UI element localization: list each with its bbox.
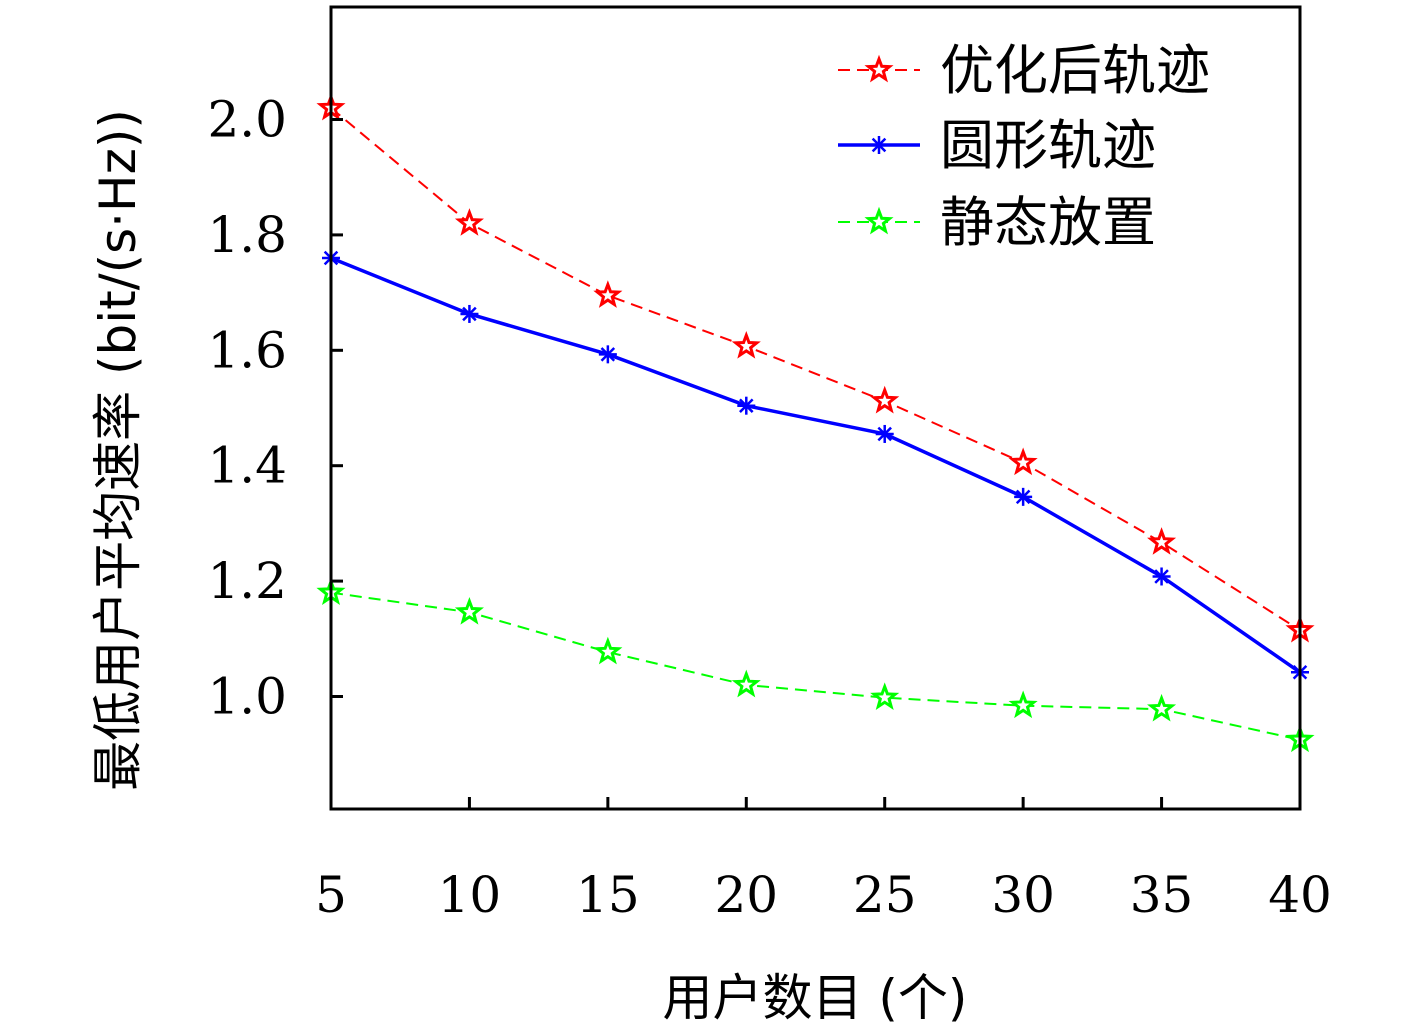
y-tick-label: 2.0 <box>207 91 287 149</box>
data-point <box>1008 690 1038 719</box>
series-line <box>330 107 1301 631</box>
data-point <box>454 208 484 236</box>
y-tick-label: 1.2 <box>207 552 287 610</box>
legend-marker <box>864 54 894 83</box>
y-tick-label: 1.0 <box>207 667 287 725</box>
data-point <box>731 330 761 359</box>
y-axis-label: 最低用户平均速率 (bit/(s·Hz)) <box>89 109 147 791</box>
x-tick-label: 30 <box>991 866 1055 924</box>
x-tick-label: 20 <box>714 866 778 924</box>
data-point <box>598 345 617 364</box>
ticks-layer: 5 10 15 20 25 30 35 40 1.0 1.2 1.4 1.6 1.8 2.0 <box>207 91 1331 924</box>
x-tick-label: 10 <box>438 866 502 924</box>
legend-marker <box>864 206 894 235</box>
y-tick-label: 1.4 <box>207 437 287 495</box>
data-point <box>870 682 900 711</box>
y-tick-label: 1.8 <box>207 206 287 264</box>
data-point <box>870 385 900 414</box>
data-point <box>737 396 756 415</box>
plot-frame <box>329 5 1302 811</box>
x-tick-label: 15 <box>576 866 640 924</box>
y-tick-label: 1.6 <box>207 321 287 379</box>
x-axis-label: 用户数目 (个) <box>663 969 968 1027</box>
legend-label: 圆形轨迹 <box>940 114 1156 177</box>
data-point <box>460 304 479 323</box>
data-point <box>1008 447 1038 476</box>
x-tick-label: 5 <box>315 866 347 924</box>
series-layer <box>316 92 1315 753</box>
data-point <box>593 280 623 308</box>
data-point <box>1014 487 1033 506</box>
series-line <box>330 591 1301 741</box>
legend-label: 优化后轨迹 <box>940 39 1210 102</box>
series-line <box>330 256 1301 674</box>
data-point <box>454 596 484 625</box>
x-tick-label: 25 <box>853 866 917 924</box>
data-point <box>593 636 623 665</box>
data-point <box>1147 693 1177 722</box>
series-3 <box>316 577 1315 753</box>
legend-item: 静态放置 <box>838 191 1156 254</box>
data-point <box>875 424 894 443</box>
data-point <box>1147 527 1177 555</box>
data-point <box>1152 567 1171 586</box>
legend-marker <box>870 136 888 154</box>
legend-item: 优化后轨迹 <box>838 39 1210 102</box>
legend-item: 圆形轨迹 <box>838 114 1156 177</box>
x-tick-label: 40 <box>1268 866 1332 924</box>
series-2 <box>322 248 1309 682</box>
legend-label: 静态放置 <box>940 191 1156 254</box>
series-1 <box>316 92 1315 643</box>
data-point <box>731 669 761 698</box>
x-tick-label: 35 <box>1130 866 1194 924</box>
